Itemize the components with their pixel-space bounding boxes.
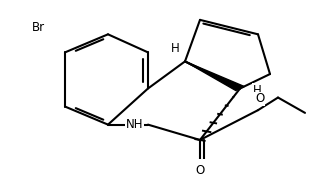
Text: NH: NH	[125, 118, 143, 131]
Text: O: O	[255, 92, 264, 105]
Text: H: H	[253, 84, 262, 97]
Text: H: H	[171, 42, 180, 55]
Text: O: O	[195, 164, 205, 176]
Text: Br: Br	[31, 21, 45, 34]
Polygon shape	[185, 61, 244, 90]
